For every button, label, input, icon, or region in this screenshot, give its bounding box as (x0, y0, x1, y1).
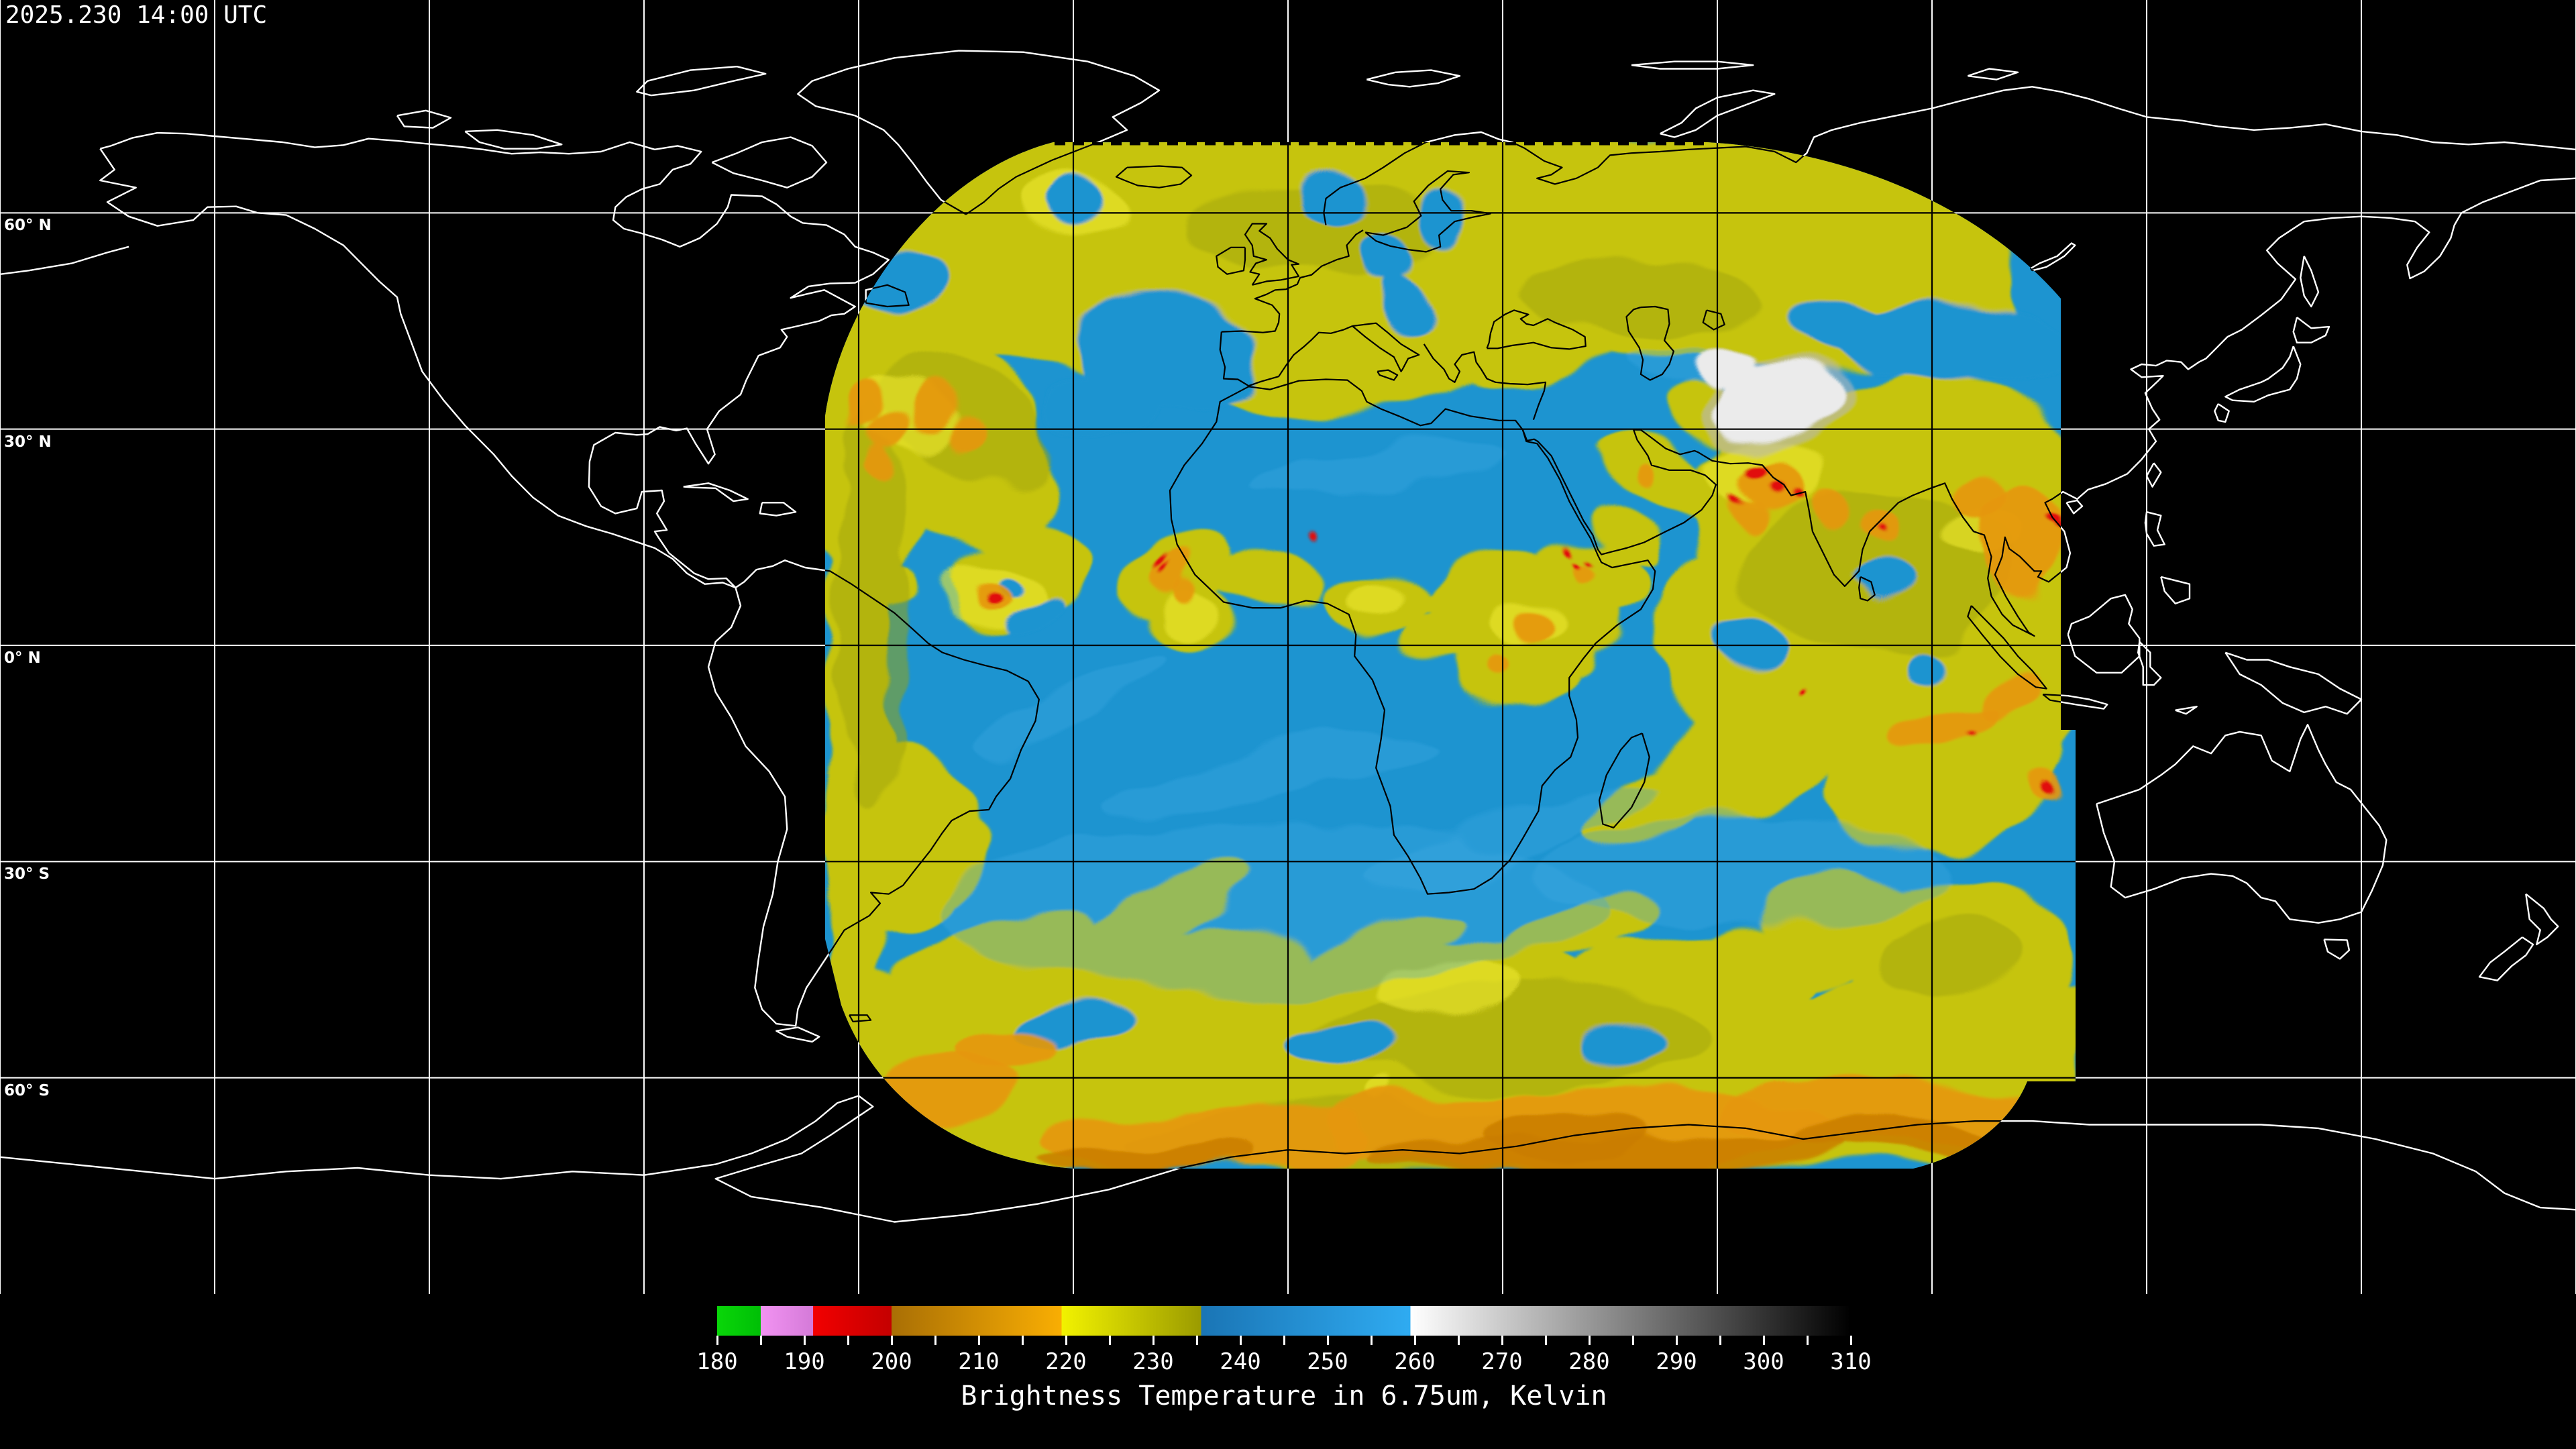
latitude-label: 30° N (4, 433, 52, 451)
latitude-label: 60° S (4, 1081, 50, 1099)
satellite-swath (825, 142, 2076, 1169)
latitude-label: 30° S (4, 865, 50, 883)
latitude-label: 60° N (4, 217, 52, 235)
timestamp-label: 2025.230 14:00 UTC (5, 1, 268, 29)
coastlines-inside-swath (825, 142, 2076, 1169)
latitude-label: 0° N (4, 649, 41, 667)
graticule-inside-swath (0, 0, 2576, 1294)
